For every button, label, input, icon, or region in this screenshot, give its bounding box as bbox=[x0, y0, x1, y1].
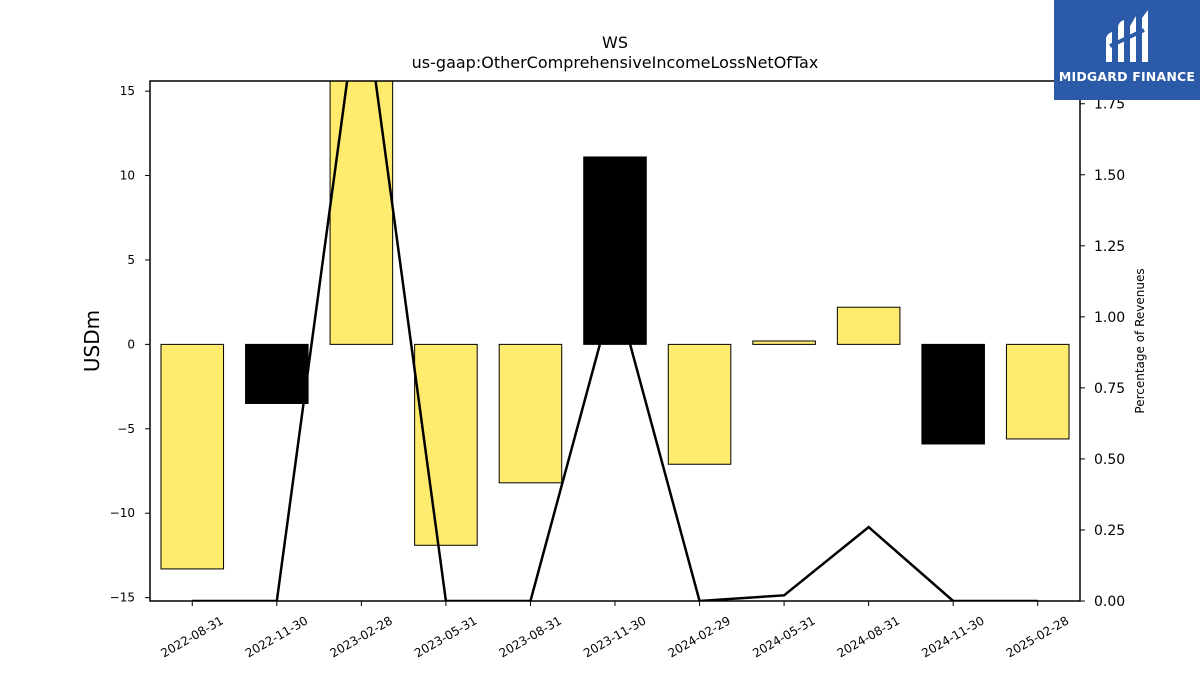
bar bbox=[836, 306, 901, 345]
logo-text: MIDGARD FINANCE bbox=[1058, 69, 1196, 84]
y2-tick-label: 0.00 bbox=[1094, 594, 1125, 610]
y2-tick-label: 1.75 bbox=[1094, 97, 1125, 113]
series-line bbox=[192, 81, 1038, 601]
chart-subtitle: us-gaap:OtherComprehensiveIncomeLossNetO… bbox=[412, 53, 819, 72]
revenue-pct-line bbox=[192, 81, 1038, 601]
x-tick-label: 2024-08-31 bbox=[835, 613, 902, 660]
x-tick-label: 2023-02-28 bbox=[327, 613, 394, 660]
x-tick-label: 2022-11-30 bbox=[243, 613, 310, 660]
x-tick-label: 2025-02-28 bbox=[1004, 613, 1071, 660]
y2-tick-label: 1.25 bbox=[1094, 239, 1125, 255]
y2-tick-label: 0.25 bbox=[1094, 523, 1125, 539]
bar bbox=[752, 340, 816, 345]
y-tick-label: 0 bbox=[127, 337, 135, 351]
bar bbox=[329, 81, 394, 345]
logo-mark-icon bbox=[1106, 10, 1148, 62]
y-tick-label: −15 bbox=[110, 591, 135, 605]
y-axis-label: USDm bbox=[80, 310, 104, 372]
x-tick-label: 2022-08-31 bbox=[158, 613, 225, 660]
bar bbox=[667, 343, 732, 465]
y2-tick-label: 1.50 bbox=[1094, 168, 1125, 184]
y-axis-ticks: −15 −10 −5 0 5 10 15 bbox=[110, 84, 150, 605]
y-tick-label: −5 bbox=[117, 422, 135, 436]
x-tick-label: 2024-02-29 bbox=[666, 613, 733, 660]
x-tick-label: 2024-11-30 bbox=[919, 613, 986, 660]
x-tick-label: 2023-05-31 bbox=[412, 613, 479, 660]
y-tick-label: −10 bbox=[110, 506, 135, 520]
bars bbox=[160, 81, 1070, 570]
bar bbox=[1005, 343, 1070, 440]
x-tick-label: 2024-05-31 bbox=[750, 613, 817, 660]
bar bbox=[583, 156, 647, 345]
y-tick-label: 15 bbox=[120, 84, 135, 98]
x-tick-label: 2023-11-30 bbox=[581, 613, 648, 660]
bar bbox=[921, 343, 985, 445]
x-axis-ticks: 2022-08-31 2022-11-30 2023-02-28 2023-05-31… bbox=[158, 601, 1071, 660]
y2-tick-label: 0.50 bbox=[1094, 452, 1125, 468]
y2-tick-label: 0.75 bbox=[1094, 381, 1125, 397]
midgard-finance-logo: MIDGARD FINANCE bbox=[1054, 0, 1200, 100]
bar bbox=[245, 343, 309, 404]
x-tick-label: 2023-08-31 bbox=[497, 613, 564, 660]
y-tick-label: 5 bbox=[127, 253, 135, 267]
y-tick-label: 10 bbox=[120, 169, 135, 183]
y2-axis-label: Percentage of Revenues bbox=[1133, 268, 1147, 413]
chart-title: WS bbox=[602, 33, 628, 52]
y2-axis-ticks: 0.00 0.25 0.50 0.75 1.00 1.25 1.50 1.75 bbox=[1080, 97, 1125, 610]
bar bbox=[498, 343, 563, 484]
bar bbox=[160, 343, 225, 570]
y2-tick-label: 1.00 bbox=[1094, 310, 1125, 326]
